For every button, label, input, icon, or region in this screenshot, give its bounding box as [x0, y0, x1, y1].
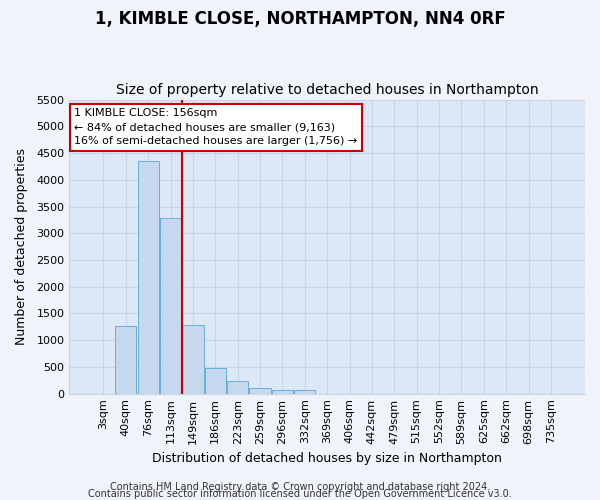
Bar [205, 368, 226, 394]
Bar [137, 161, 159, 394]
Bar [294, 390, 316, 394]
Text: 1 KIMBLE CLOSE: 156sqm
← 84% of detached houses are smaller (9,163)
16% of semi-: 1 KIMBLE CLOSE: 156sqm ← 84% of detached… [74, 108, 358, 146]
Text: Contains public sector information licensed under the Open Government Licence v3: Contains public sector information licen… [88, 489, 512, 499]
Text: Contains HM Land Registry data © Crown copyright and database right 2024.: Contains HM Land Registry data © Crown c… [110, 482, 490, 492]
X-axis label: Distribution of detached houses by size in Northampton: Distribution of detached houses by size … [152, 452, 502, 465]
Title: Size of property relative to detached houses in Northampton: Size of property relative to detached ho… [116, 83, 538, 97]
Bar [272, 390, 293, 394]
Y-axis label: Number of detached properties: Number of detached properties [15, 148, 28, 345]
Bar [227, 381, 248, 394]
Bar [250, 388, 271, 394]
Bar [160, 218, 181, 394]
Bar [115, 326, 136, 394]
Bar [182, 325, 203, 394]
Text: 1, KIMBLE CLOSE, NORTHAMPTON, NN4 0RF: 1, KIMBLE CLOSE, NORTHAMPTON, NN4 0RF [95, 10, 505, 28]
